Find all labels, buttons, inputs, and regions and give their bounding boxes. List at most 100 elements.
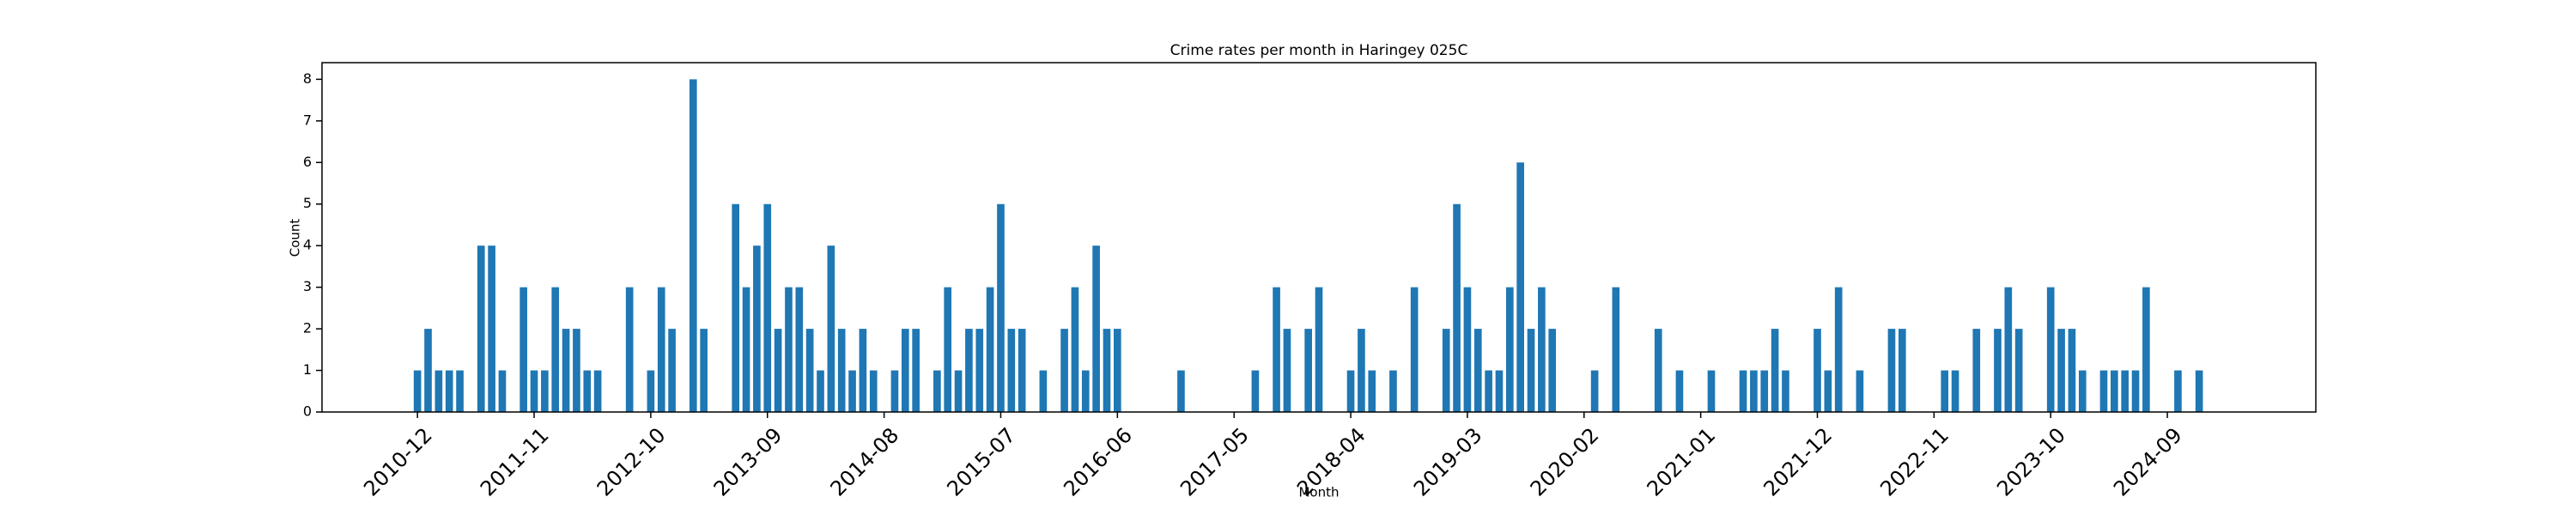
bar [2078, 370, 2087, 412]
bar [1505, 287, 1514, 412]
bar [912, 329, 920, 412]
bar [1538, 287, 1546, 412]
bar [1304, 329, 1312, 412]
bar [456, 370, 464, 412]
bar [1834, 287, 1843, 412]
bar [1887, 329, 1896, 412]
bar [1473, 329, 1482, 412]
bar [488, 245, 495, 412]
bar [2046, 287, 2055, 412]
bar [1548, 329, 1557, 412]
bar [1081, 370, 1090, 412]
bar [2068, 329, 2076, 412]
y-tick-label: 3 [303, 278, 312, 294]
bar [1358, 329, 1365, 412]
bar [668, 329, 676, 412]
bar [1103, 329, 1111, 412]
bar [1590, 370, 1599, 412]
bar [1485, 370, 1492, 412]
bar [2174, 370, 2182, 412]
bar [1315, 287, 1323, 412]
bar [1707, 370, 1716, 412]
bar [551, 287, 560, 412]
bar [689, 79, 697, 412]
chart-title: Crime rates per month in Haringey 025C [1170, 42, 1468, 59]
y-tick-label: 5 [303, 195, 312, 211]
bar [944, 287, 952, 412]
bar [1389, 370, 1397, 412]
bar [1410, 287, 1419, 412]
bar [997, 203, 1005, 412]
y-tick-label: 8 [303, 70, 312, 87]
bar [901, 329, 909, 412]
bar [1941, 370, 1949, 412]
bar [869, 370, 878, 412]
bar [1972, 329, 1981, 412]
bar [1527, 329, 1535, 412]
bar [2121, 370, 2129, 412]
y-tick-label: 0 [303, 403, 312, 420]
bar [1898, 329, 1906, 412]
bar [1251, 370, 1260, 412]
bar [1463, 287, 1472, 412]
plot-frame [321, 62, 2317, 413]
bar [498, 370, 507, 412]
bar [837, 329, 846, 412]
bar [1071, 287, 1079, 412]
bar [647, 370, 655, 412]
bar [1750, 370, 1758, 412]
bar [1368, 370, 1376, 412]
bar [434, 370, 443, 412]
bar [848, 370, 856, 412]
bar [1346, 370, 1355, 412]
bar [753, 245, 761, 412]
bar [2099, 370, 2108, 412]
bar [859, 329, 867, 412]
bar [1177, 370, 1185, 412]
y-tick-label: 6 [303, 154, 312, 170]
bar [785, 287, 793, 412]
bar [742, 287, 750, 412]
bar [774, 329, 782, 412]
bar [424, 329, 432, 412]
x-axis-label: Month [1298, 485, 1339, 500]
bar [986, 287, 994, 412]
bar [795, 287, 804, 412]
bar [1060, 329, 1068, 412]
bar [1856, 370, 1864, 412]
bar [817, 370, 824, 412]
bar [625, 287, 634, 412]
bar [2014, 329, 2023, 412]
bar [1654, 329, 1662, 412]
bar [1994, 329, 2002, 412]
bar [954, 370, 963, 412]
bar [1273, 287, 1280, 412]
bar [1814, 329, 1821, 412]
bar [732, 203, 740, 412]
bar [763, 203, 772, 412]
y-axis-label: Count [288, 219, 303, 258]
bar [1114, 329, 1121, 412]
bar [805, 329, 814, 412]
bar [593, 370, 602, 412]
bar [1771, 329, 1779, 412]
bar [1675, 370, 1684, 412]
bar [1782, 370, 1789, 412]
bar [1951, 370, 1959, 412]
bar [1516, 162, 1524, 413]
bar [541, 370, 549, 412]
bar [477, 245, 485, 412]
bar [700, 329, 708, 412]
bar [1495, 370, 1504, 412]
bar [530, 370, 538, 412]
bar [890, 370, 899, 412]
bar [2111, 370, 2118, 412]
bar [1612, 287, 1620, 412]
bar [519, 287, 527, 412]
y-tick-label: 2 [303, 320, 312, 336]
bar [1039, 370, 1048, 412]
bar [975, 329, 984, 412]
bar [1824, 370, 1832, 412]
bar [562, 329, 570, 412]
